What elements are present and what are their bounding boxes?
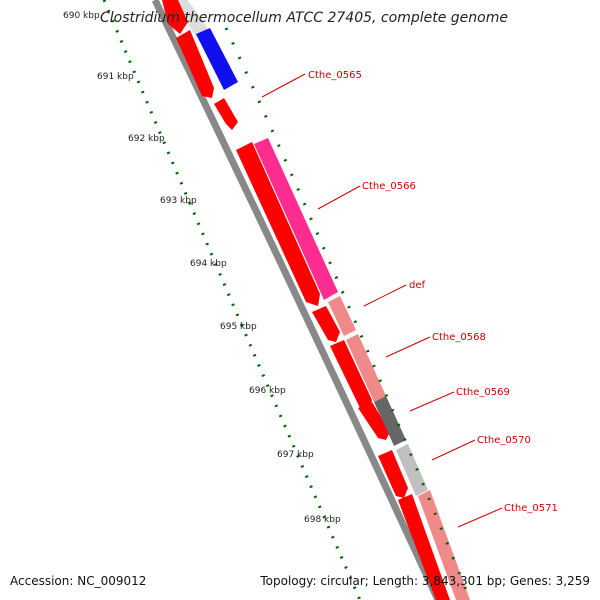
scale-tick-label: 694 kbp xyxy=(190,259,227,269)
gene-label[interactable]: Cthe_0569 xyxy=(456,387,510,398)
gene-feature[interactable] xyxy=(176,30,214,98)
gene-feature[interactable] xyxy=(162,0,188,34)
scale-tick-label: 693 kbp xyxy=(160,196,197,206)
gene-feature-lightgray[interactable] xyxy=(396,444,428,496)
label-leader xyxy=(261,73,306,98)
gene-label[interactable]: def xyxy=(409,280,426,291)
label-leader xyxy=(317,185,361,210)
gene-feature-gray[interactable] xyxy=(374,396,406,446)
label-leader xyxy=(363,284,407,307)
scale-tick-label: 695 kbp xyxy=(220,322,257,332)
scale-tick-label: 691 kbp xyxy=(97,72,134,82)
label-leader xyxy=(431,439,476,461)
label-leader xyxy=(457,507,503,528)
gene-feature[interactable] xyxy=(214,98,238,130)
gene-feature[interactable] xyxy=(358,402,390,440)
gene-label[interactable]: Cthe_0570 xyxy=(477,435,531,446)
scale-tick-label: 697 kbp xyxy=(277,450,314,460)
gene-label[interactable]: Cthe_0571 xyxy=(504,503,558,514)
gene-label[interactable]: Cthe_0568 xyxy=(432,332,486,343)
gene-feature[interactable] xyxy=(312,306,340,342)
gene-feature[interactable] xyxy=(236,142,320,306)
gene-feature[interactable] xyxy=(378,450,408,498)
gene-label[interactable]: Cthe_0566 xyxy=(362,181,416,192)
gene-label[interactable]: Cthe_0565 xyxy=(308,70,362,81)
gene-feature-highlight[interactable] xyxy=(254,138,338,300)
topology-text: Topology: circular; Length: 3,843,301 bp… xyxy=(260,574,590,588)
map-title: Clostridium thermocellum ATCC 27405, com… xyxy=(100,10,508,26)
gene-feature[interactable] xyxy=(398,494,450,600)
scale-tick-label: 698 kbp xyxy=(304,515,341,525)
gene-feature-pink[interactable] xyxy=(346,334,386,402)
label-leader xyxy=(385,336,431,358)
scale-track-outer xyxy=(224,27,472,600)
gene-feature[interactable] xyxy=(330,340,372,410)
genome-backbone xyxy=(151,0,442,600)
accession-text: Accession: NC_009012 xyxy=(10,574,147,588)
scale-tick-label: 696 kbp xyxy=(249,386,286,396)
scale-track xyxy=(102,0,362,600)
gene-feature-blue[interactable] xyxy=(196,28,238,90)
label-leader xyxy=(409,391,455,412)
scale-tick-label: 692 kbp xyxy=(128,134,165,144)
scale-tick-label: 690 kbp xyxy=(63,11,100,21)
gene-feature-pink[interactable] xyxy=(418,490,470,600)
gene-feature-pink[interactable] xyxy=(328,296,356,336)
